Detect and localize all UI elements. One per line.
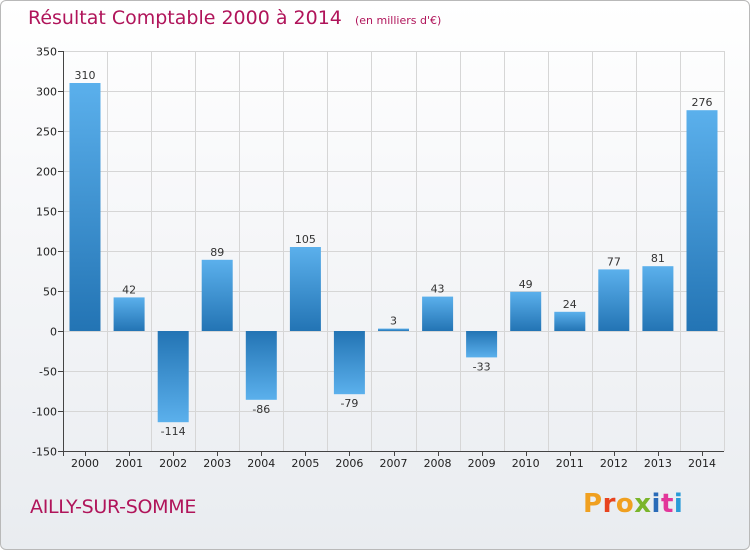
x-tick-label: 2011 bbox=[556, 457, 584, 470]
x-tick-label: 2007 bbox=[380, 457, 408, 470]
bar-2012 bbox=[598, 269, 630, 331]
x-tick-label: 2003 bbox=[203, 457, 231, 470]
bar-2008 bbox=[422, 296, 454, 331]
data-label: 49 bbox=[519, 278, 533, 291]
logo-letter: i bbox=[673, 489, 684, 519]
y-tick-label: -150 bbox=[32, 446, 57, 459]
data-label: 43 bbox=[431, 283, 445, 296]
data-label: -79 bbox=[340, 397, 358, 410]
bar-2006 bbox=[333, 331, 365, 395]
data-label: 310 bbox=[75, 69, 96, 82]
data-label: -114 bbox=[161, 425, 186, 438]
bar-2007 bbox=[378, 328, 409, 331]
x-tick-label: 2002 bbox=[159, 457, 187, 470]
x-tick-label: 2009 bbox=[468, 457, 496, 470]
logo-letter: P bbox=[583, 489, 603, 519]
bar-2005 bbox=[289, 247, 321, 331]
logo-letter: x bbox=[634, 489, 652, 519]
data-label: -33 bbox=[473, 360, 491, 373]
bar-2010 bbox=[510, 291, 542, 331]
x-tick-label: 2008 bbox=[424, 457, 452, 470]
data-label: 24 bbox=[563, 298, 577, 311]
bar-2011 bbox=[554, 311, 586, 331]
y-tick-label: -100 bbox=[32, 406, 57, 419]
data-label: -86 bbox=[252, 403, 270, 416]
chart-subtitle: (en milliers d'€) bbox=[354, 14, 442, 27]
y-tick-label: 350 bbox=[36, 46, 57, 59]
y-tick-label: 150 bbox=[36, 206, 57, 219]
logo-letter: i bbox=[651, 489, 661, 519]
data-label: 81 bbox=[651, 252, 665, 265]
bar-2013 bbox=[642, 266, 674, 331]
x-tick-label: 2004 bbox=[247, 457, 275, 470]
bar-2014 bbox=[686, 110, 718, 331]
y-tick-label: 300 bbox=[36, 86, 57, 99]
x-tick-label: 2012 bbox=[600, 457, 628, 470]
data-label: 89 bbox=[210, 246, 224, 259]
y-tick-label: -50 bbox=[39, 366, 57, 379]
data-labels: 310 42 -114 89 -86 105 -79 3 43 -33 49 24 77 81 276 bbox=[75, 69, 713, 438]
commune-name: AILLY-SUR-SOMME bbox=[30, 496, 197, 518]
chart-title: Résultat Comptable 2000 à 2014 (en milli… bbox=[28, 7, 441, 29]
x-tick-label: 2014 bbox=[688, 457, 716, 470]
x-tick-label: 2000 bbox=[71, 457, 99, 470]
data-label: 42 bbox=[122, 283, 136, 296]
bar-2000 bbox=[69, 83, 101, 331]
logo-letter: r bbox=[602, 489, 616, 519]
logo-letter: o bbox=[615, 489, 635, 519]
y-tick-label: 200 bbox=[36, 166, 57, 179]
grid-lines bbox=[63, 51, 725, 452]
bars bbox=[69, 83, 718, 423]
logo-letter: t bbox=[660, 489, 674, 519]
x-tick-label: 2006 bbox=[335, 457, 363, 470]
data-label: 77 bbox=[607, 255, 621, 268]
proxiti-logo: Proxiti bbox=[583, 489, 683, 519]
bar-2003 bbox=[201, 259, 233, 331]
y-tick-label: 50 bbox=[43, 286, 57, 299]
x-tick-label: 2005 bbox=[291, 457, 319, 470]
data-label: 3 bbox=[390, 315, 397, 328]
data-label: 276 bbox=[691, 96, 712, 109]
y-tick-label: 0 bbox=[50, 326, 57, 339]
x-tick-label: 2010 bbox=[512, 457, 540, 470]
y-tick-label: 100 bbox=[36, 246, 57, 259]
x-tick-label: 2001 bbox=[115, 457, 143, 470]
y-tick-label: 250 bbox=[36, 126, 57, 139]
bar-2002 bbox=[157, 331, 189, 423]
bar-2001 bbox=[113, 297, 145, 331]
bar-2004 bbox=[245, 331, 277, 400]
axes: -150 -100 -50 0 50 100 150 200 250 300 350 2000 2001… bbox=[32, 46, 724, 470]
data-label: 105 bbox=[295, 233, 316, 246]
chart-title-text: Résultat Comptable 2000 à 2014 bbox=[28, 7, 342, 29]
bar-2009 bbox=[466, 331, 498, 358]
x-tick-label: 2013 bbox=[644, 457, 672, 470]
